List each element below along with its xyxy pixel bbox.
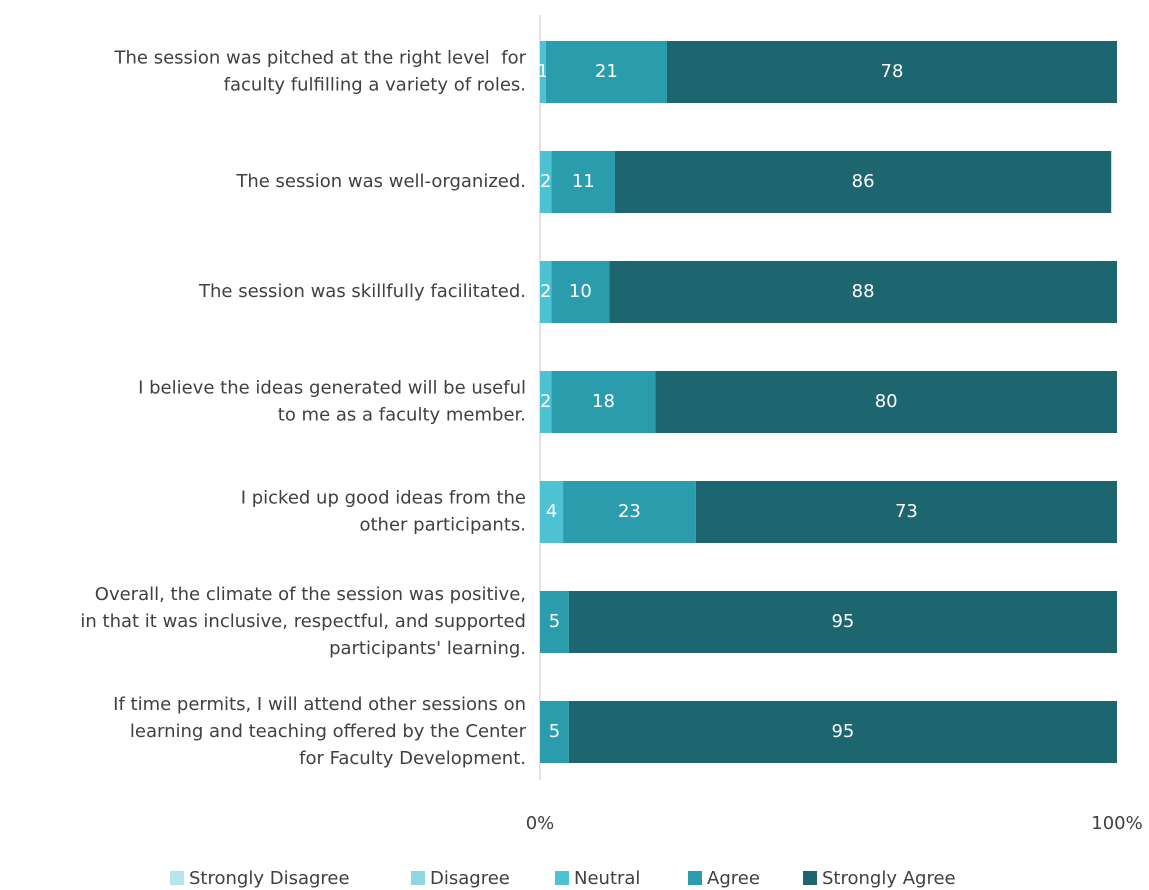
- category-label: I believe the ideas generated will be us…: [138, 378, 526, 399]
- bar-segment: [563, 481, 696, 543]
- bar-segment: [695, 481, 1117, 543]
- legend-label: Disagree: [430, 868, 510, 889]
- category-label: The session was skillfully facilitated.: [198, 281, 526, 302]
- data-label: 1: [537, 61, 548, 82]
- bar-segment: [540, 701, 569, 763]
- bar-segment: [540, 41, 546, 103]
- data-label: 88: [852, 281, 875, 302]
- category-label: participants' learning.: [329, 638, 526, 659]
- bar-segment: [540, 371, 552, 433]
- bar-segment: [666, 41, 1117, 103]
- category-label: faculty fulfilling a variety of roles.: [224, 75, 526, 96]
- data-label: 78: [881, 61, 904, 82]
- category-label: The session was pitched at the right lev…: [114, 48, 527, 69]
- category-label: in that it was inclusive, respectful, an…: [80, 611, 526, 632]
- data-label: 5: [549, 721, 560, 742]
- x-tick-label: 100%: [1091, 813, 1142, 834]
- bar-segment: [551, 371, 656, 433]
- data-label: 2: [540, 281, 551, 302]
- category-label: learning and teaching offered by the Cen…: [130, 721, 527, 742]
- bar-segment: [545, 41, 667, 103]
- legend-swatch: [688, 871, 702, 885]
- legend-label: Strongly Disagree: [189, 868, 350, 889]
- legend-swatch: [411, 871, 425, 885]
- bar-segment: [540, 261, 552, 323]
- legend-swatch: [170, 871, 184, 885]
- data-label: 86: [852, 171, 875, 192]
- category-label: I picked up good ideas from the: [241, 488, 526, 509]
- data-label: 73: [895, 501, 918, 522]
- data-label: 2: [540, 171, 551, 192]
- legend-swatch: [555, 871, 569, 885]
- data-label: 10: [569, 281, 592, 302]
- category-label: other participants.: [359, 515, 526, 536]
- legend-swatch: [803, 871, 817, 885]
- bar-segment: [540, 481, 564, 543]
- data-label: 95: [831, 721, 854, 742]
- data-label: 5: [549, 611, 560, 632]
- category-label: to me as a faculty member.: [278, 405, 526, 426]
- data-label: 23: [618, 501, 641, 522]
- data-label: 4: [546, 501, 557, 522]
- legend-label: Neutral: [574, 868, 640, 889]
- data-label: 80: [875, 391, 898, 412]
- bar-segment: [540, 591, 569, 653]
- bar-segment: [568, 591, 1117, 653]
- bar-segment: [609, 261, 1117, 323]
- data-label: 11: [572, 171, 595, 192]
- bar-segment: [551, 261, 610, 323]
- category-label: for Faculty Development.: [299, 748, 526, 769]
- legend-label: Agree: [707, 868, 760, 889]
- bar-segment: [540, 151, 552, 213]
- category-label: If time permits, I will attend other ses…: [113, 694, 526, 715]
- data-label: 2: [540, 391, 551, 412]
- bar-segment: [655, 371, 1117, 433]
- data-label: 18: [592, 391, 615, 412]
- legend-label: Strongly Agree: [822, 868, 956, 889]
- data-label: 95: [831, 611, 854, 632]
- bar-segment: [568, 701, 1117, 763]
- x-tick-label: 0%: [526, 813, 555, 834]
- category-label: The session was well-organized.: [235, 171, 526, 192]
- bar-segment: [615, 151, 1112, 213]
- category-label: Overall, the climate of the session was …: [95, 584, 526, 605]
- bar-segment: [551, 151, 616, 213]
- data-label: 21: [595, 61, 618, 82]
